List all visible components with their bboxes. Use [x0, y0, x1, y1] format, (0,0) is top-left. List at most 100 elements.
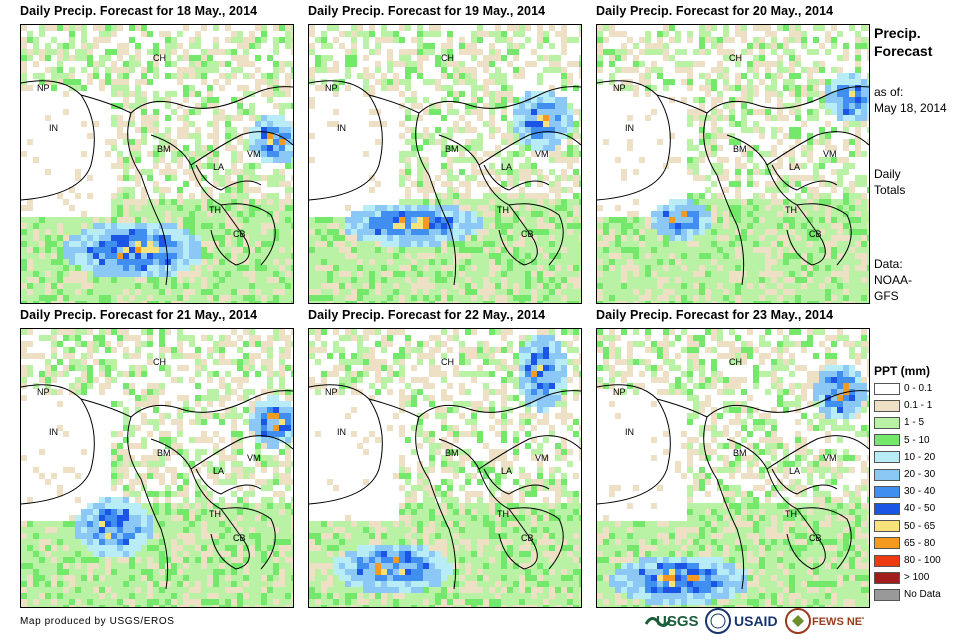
fews-net-logo: FEWS NET: [785, 608, 864, 634]
legend-item: > 100: [874, 571, 929, 584]
sidebar-asof: as of: May 18, 2014: [874, 85, 947, 115]
legend-item: 30 - 40: [874, 485, 935, 498]
legend-label: 5 - 10: [904, 434, 930, 446]
credit-text: Map produced by USGS/EROS: [20, 616, 175, 627]
country-label: VM: [535, 149, 549, 159]
legend-swatch: [874, 485, 900, 498]
legend-swatch: [874, 554, 900, 567]
legend-item: 40 - 50: [874, 502, 935, 515]
sidebar-data-source: Data: NOAA- GFS: [874, 257, 913, 303]
legend-swatch: [874, 434, 900, 447]
country-label: CB: [521, 229, 534, 239]
legend-item: 5 - 10: [874, 434, 930, 447]
legend-label: 65 - 80: [904, 537, 936, 549]
country-label: LA: [213, 466, 224, 476]
usgs-logo-text: USGS: [656, 613, 699, 630]
map-svg: CH NP IN BM LA VM TH CB: [21, 329, 293, 607]
country-label: TH: [497, 509, 509, 519]
legend-swatch: [874, 537, 900, 550]
map-svg: CH NP IN BM LA VM TH CB: [597, 25, 869, 303]
legend-label: 20 - 30: [904, 469, 936, 480]
legend-item: 10 - 20: [874, 451, 935, 464]
legend-title: PPT (mm): [874, 364, 931, 378]
country-label: VM: [823, 149, 837, 159]
country-label: VM: [823, 453, 837, 463]
country-label: NP: [37, 83, 50, 93]
panel-title: Daily Precip. Forecast for 22 May., 2014: [308, 308, 546, 322]
country-label: TH: [209, 509, 221, 519]
country-label: CB: [521, 533, 534, 543]
country-label: VM: [247, 453, 261, 463]
legend-item: 50 - 65: [874, 520, 935, 533]
legend-item: 20 - 30: [874, 468, 935, 481]
country-label: TH: [785, 509, 797, 519]
panel-title: Daily Precip. Forecast for 21 May., 2014: [20, 308, 258, 322]
country-label: IN: [337, 427, 346, 437]
legend-label: 10 - 20: [904, 451, 936, 463]
legend-label: 1 - 5: [904, 417, 925, 429]
country-label: CH: [729, 357, 742, 367]
usgs-logo: USGS: [644, 613, 699, 630]
country-label: CH: [153, 357, 166, 367]
country-label: BM: [157, 144, 171, 154]
country-label: CH: [729, 53, 742, 63]
fews-logo-text: FEWS NET: [812, 616, 864, 628]
panel-title: Daily Precip. Forecast for 23 May., 2014: [596, 308, 834, 322]
legend-label: 50 - 65: [904, 520, 936, 532]
legend-item: 1 - 5: [874, 416, 924, 429]
country-borders: [21, 384, 293, 590]
country-label: LA: [501, 162, 512, 172]
country-label: VM: [535, 453, 549, 463]
country-label: IN: [337, 123, 346, 133]
country-borders: [597, 384, 869, 590]
country-label: NP: [325, 83, 338, 93]
country-label: BM: [157, 448, 171, 458]
country-label: VM: [247, 149, 261, 159]
precip-map: CH NP IN BM LA VM TH CB: [308, 24, 582, 304]
logos: USGS USAID FEWS NET: [644, 608, 864, 634]
legend-label: > 100: [904, 572, 930, 584]
country-label: IN: [625, 123, 634, 133]
panel-title: Daily Precip. Forecast for 19 May., 2014: [308, 4, 546, 18]
country-label: LA: [501, 466, 512, 476]
map-svg: CH NP IN BM LA VM TH CB: [597, 329, 869, 607]
legend-swatch: [874, 502, 900, 515]
legend-swatch: [874, 468, 900, 481]
country-label: LA: [213, 162, 224, 172]
sidebar-totals: Daily Totals: [874, 167, 906, 197]
legend-swatch: [874, 520, 900, 533]
legend-label: No Data: [904, 589, 941, 601]
precip-grid: [309, 329, 581, 607]
precip-grid: [21, 329, 293, 607]
precip-grid: [21, 25, 293, 303]
legend-label: 40 - 50: [904, 503, 936, 515]
precip-grid: [597, 329, 869, 607]
legend-item: 0 - 0.1: [874, 382, 932, 395]
precip-map: CH NP IN BM LA VM TH CB: [596, 328, 870, 608]
precip-grid: [597, 25, 869, 303]
country-borders: [309, 384, 581, 590]
country-borders: [597, 80, 869, 286]
usaid-logo-text: USAID: [734, 613, 778, 629]
legend-label: 30 - 40: [904, 486, 936, 498]
legend-swatch: [874, 451, 900, 464]
country-label: LA: [789, 162, 800, 172]
country-label: CB: [809, 229, 822, 239]
country-label: CB: [809, 533, 822, 543]
country-label: BM: [445, 448, 459, 458]
precip-map: CH NP IN BM LA VM TH CB: [308, 328, 582, 608]
country-borders: [309, 80, 581, 286]
country-borders: [21, 80, 293, 286]
precip-map: CH NP IN BM LA VM TH CB: [596, 24, 870, 304]
country-label: CB: [233, 229, 246, 239]
country-label: TH: [209, 205, 221, 215]
country-label: CH: [153, 53, 166, 63]
precip-map: CH NP IN BM LA VM TH CB: [20, 328, 294, 608]
country-label: NP: [325, 387, 338, 397]
country-label: CH: [441, 53, 454, 63]
legend-label: 80 - 100: [904, 555, 941, 566]
legend-label: 0 - 0.1: [904, 383, 933, 394]
country-label: CB: [233, 533, 246, 543]
country-label: IN: [49, 123, 58, 133]
legend-item: No Data: [874, 588, 941, 601]
